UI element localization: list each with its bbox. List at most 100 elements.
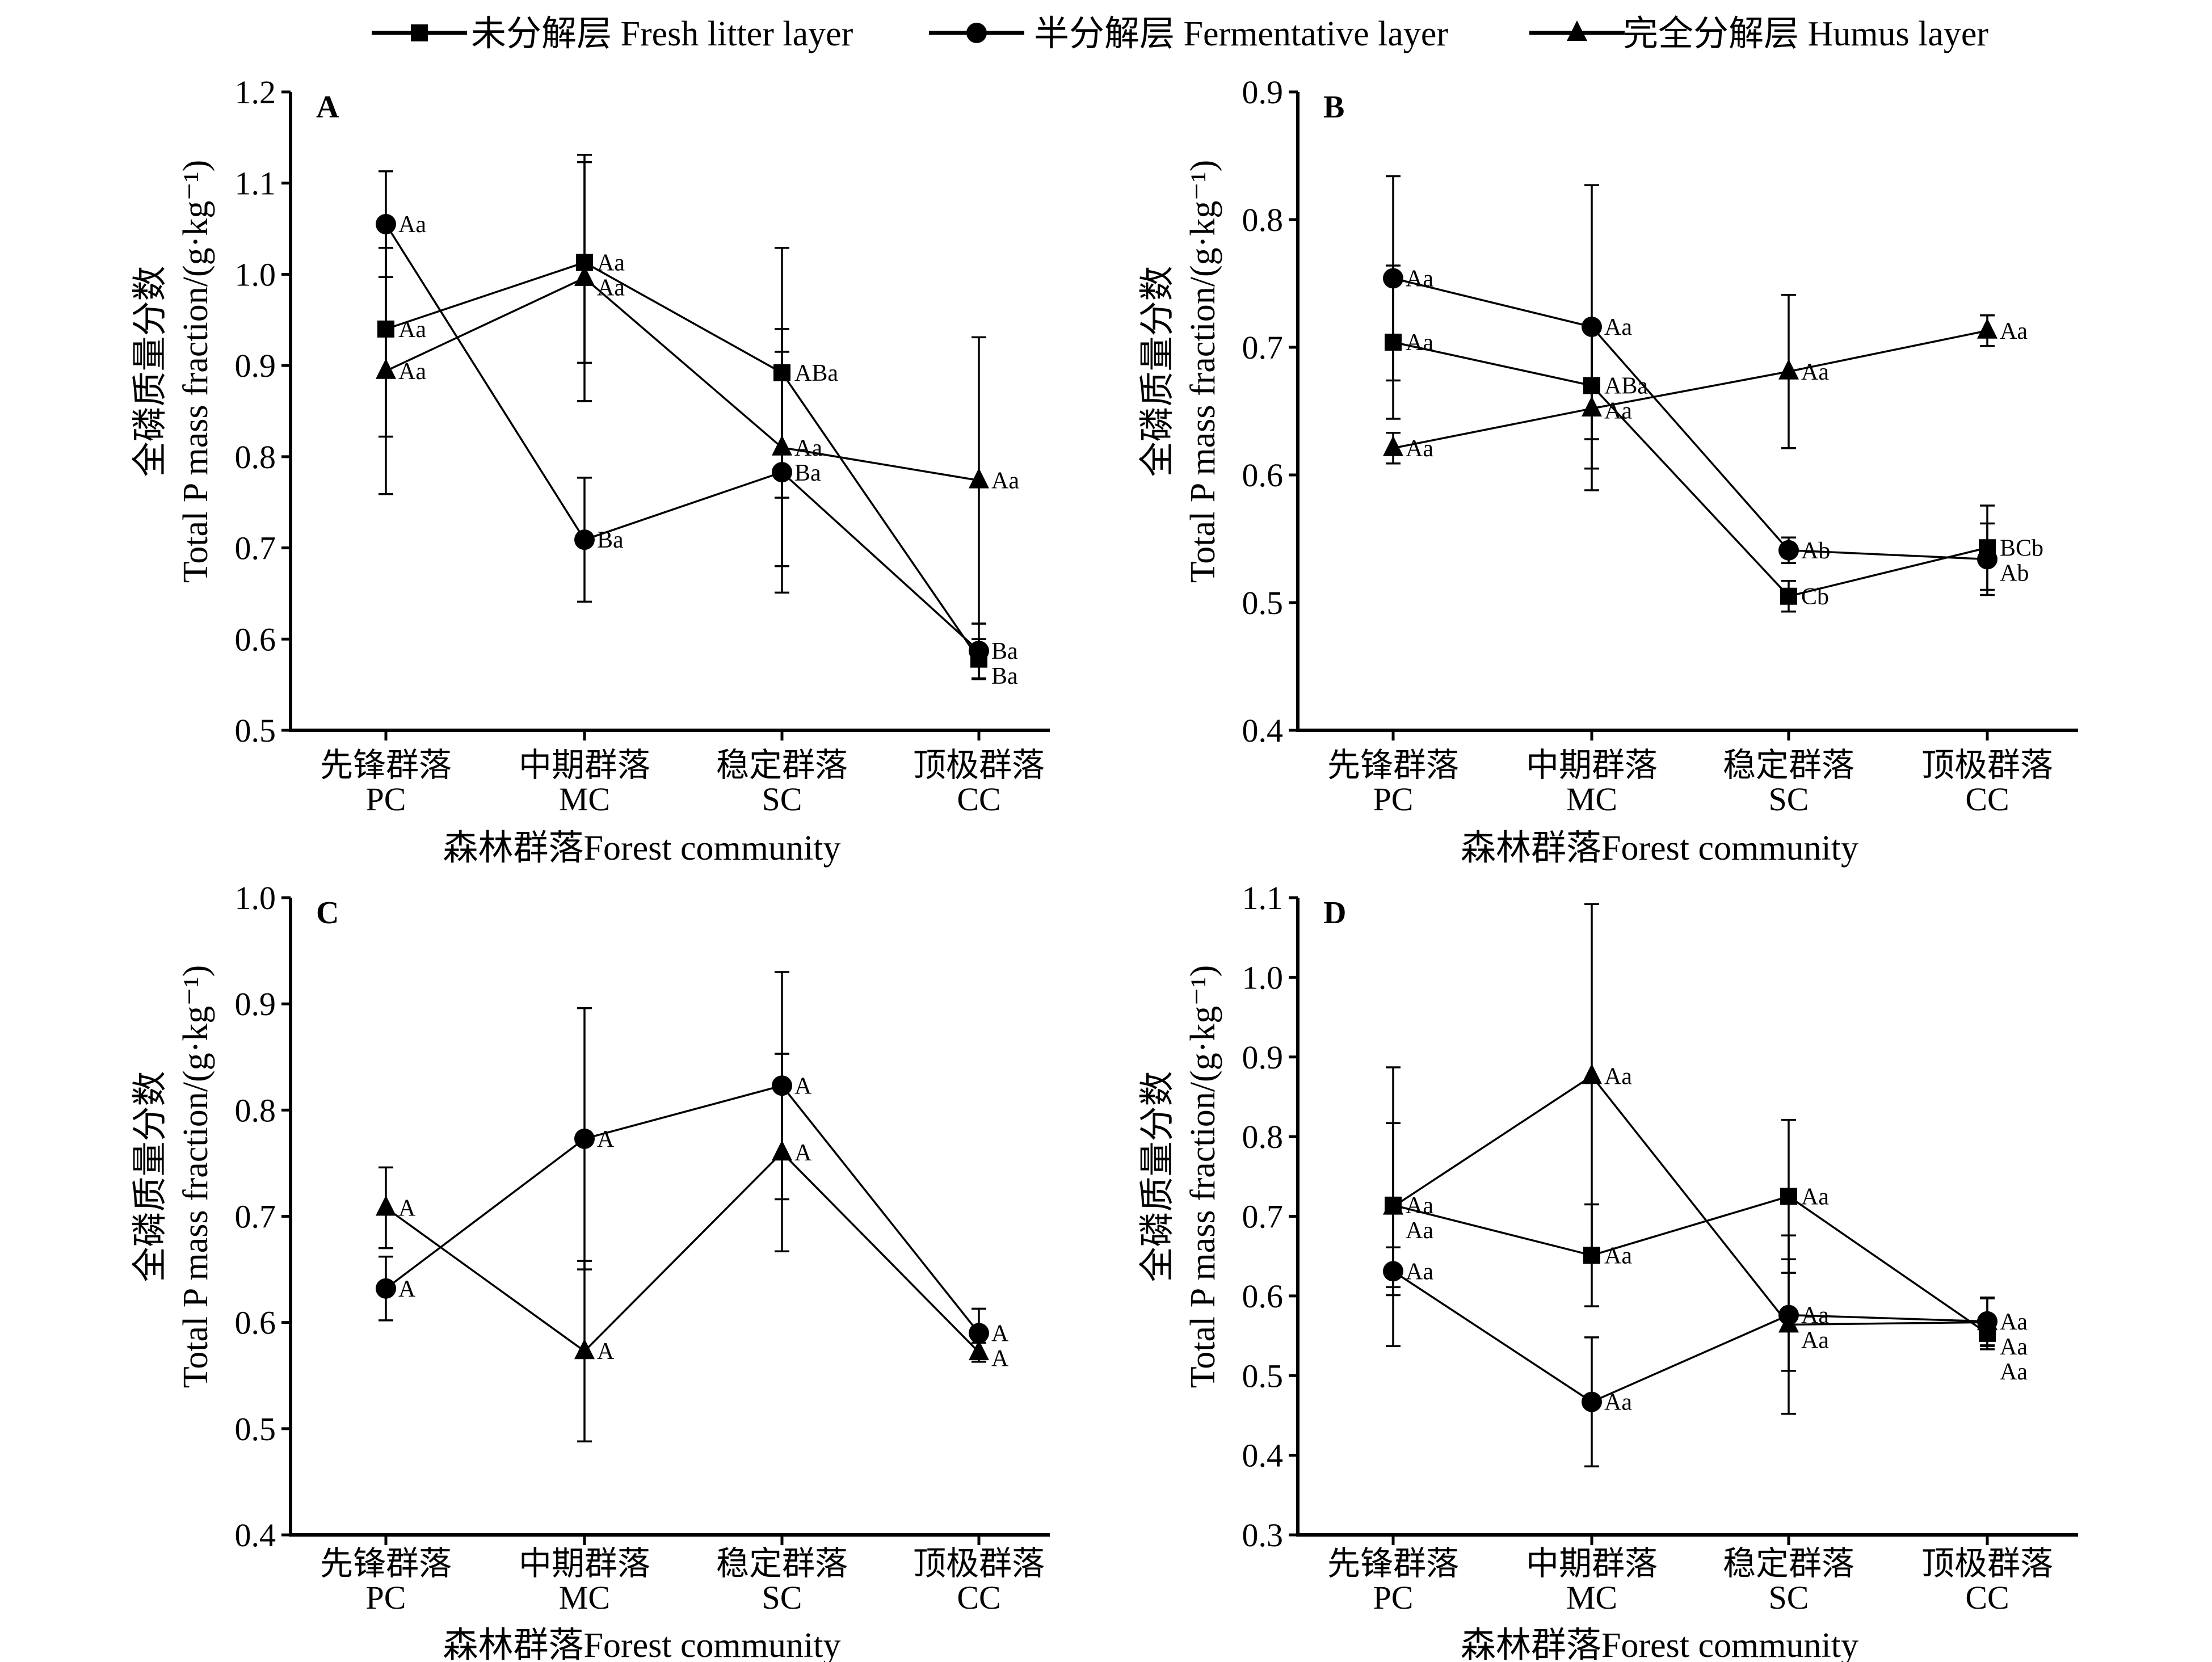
triangle-marker bbox=[1977, 1310, 1997, 1331]
x-tick-label-cn: 顶极群落 bbox=[1921, 1545, 2053, 1582]
legend-square-icon bbox=[411, 24, 428, 41]
triangle-marker bbox=[969, 468, 989, 489]
y-tick-label: 1.0 bbox=[235, 256, 276, 293]
circle-marker bbox=[574, 529, 595, 550]
x-tick-label-code: CC bbox=[1965, 781, 2009, 818]
series-circle bbox=[376, 971, 989, 1359]
significance-label: Aa bbox=[1801, 359, 1829, 385]
circle-marker bbox=[376, 1278, 396, 1299]
y-tick-label: 0.8 bbox=[235, 439, 276, 476]
y-tick-label: 0.7 bbox=[1242, 1198, 1284, 1235]
legend-label: 完全分解层 Humus layer bbox=[1623, 15, 1988, 53]
circle-marker bbox=[1778, 540, 1799, 561]
triangle-marker bbox=[1977, 318, 1997, 339]
significance-label: Aa bbox=[991, 468, 1019, 494]
significance-label: Aa bbox=[1406, 1193, 1433, 1219]
series-line bbox=[1393, 1270, 1988, 1403]
significance-label: Aa bbox=[1406, 1259, 1433, 1285]
x-tick-label-cn: 稳定群落 bbox=[1723, 747, 1854, 784]
series-line bbox=[385, 1084, 980, 1334]
y-tick-label: 0.9 bbox=[1242, 1039, 1284, 1076]
y-tick-label: 0.4 bbox=[235, 1517, 276, 1554]
triangle-marker bbox=[574, 265, 595, 286]
series-triangle bbox=[376, 154, 989, 625]
y-tick-label: 0.9 bbox=[235, 347, 276, 384]
circle-marker bbox=[574, 1128, 595, 1149]
series-line bbox=[1393, 341, 1988, 598]
y-axis-label-cn: 全磷质量分数 bbox=[1138, 1071, 1177, 1282]
series-circle bbox=[1383, 175, 1997, 596]
x-tick-label-code: PC bbox=[366, 1579, 406, 1616]
y-tick-label: 0.7 bbox=[1242, 329, 1284, 366]
legend-label: 未分解层 Fresh litter layer bbox=[471, 15, 853, 53]
y-tick-label: 1.1 bbox=[235, 165, 276, 202]
significance-label: Aa bbox=[2000, 1309, 2028, 1335]
series-triangle bbox=[376, 1053, 989, 1443]
x-tick-label-cn: 先锋群落 bbox=[1327, 1545, 1459, 1582]
significance-label: BCb bbox=[2000, 535, 2043, 561]
significance-label: Aa bbox=[1604, 1063, 1632, 1089]
x-tick-label-code: PC bbox=[366, 781, 406, 818]
y-tick-label: 0.5 bbox=[235, 712, 276, 749]
y-tick-label: 0.9 bbox=[1242, 74, 1284, 111]
y-axis-label-cn: 全磷质量分数 bbox=[131, 1071, 170, 1282]
x-tick-label-code: PC bbox=[1373, 781, 1414, 818]
x-tick-label-cn: 顶极群落 bbox=[913, 1545, 1045, 1582]
x-tick-label-cn: 先锋群落 bbox=[1327, 747, 1459, 784]
significance-label: Aa bbox=[2000, 1359, 2028, 1385]
legend: 未分解层 Fresh litter layer 半分解层 Fermentative… bbox=[372, 15, 1988, 53]
y-tick-label: 0.8 bbox=[1242, 1118, 1284, 1155]
significance-label: A bbox=[991, 1345, 1009, 1371]
x-tick-label-code: PC bbox=[1373, 1579, 1414, 1616]
y-tick-label: 0.8 bbox=[1242, 201, 1284, 238]
significance-label: Aa bbox=[1604, 1243, 1632, 1269]
y-axis-label-cn: 全磷质量分数 bbox=[1138, 266, 1177, 477]
x-tick-label-code: CC bbox=[957, 1579, 1000, 1616]
y-tick-label: 1.1 bbox=[1242, 880, 1284, 916]
x-axis-label: 森林群落Forest community bbox=[443, 829, 841, 868]
x-tick-label-cn: 先锋群落 bbox=[320, 1545, 452, 1582]
y-tick-label: 0.5 bbox=[235, 1411, 276, 1448]
x-tick-label-code: MC bbox=[1566, 1579, 1617, 1616]
series-triangle bbox=[1383, 294, 1997, 491]
x-tick-label-cn: 稳定群落 bbox=[716, 747, 848, 784]
x-tick-label-cn: 中期群落 bbox=[1526, 1545, 1658, 1582]
triangle-marker bbox=[1582, 1063, 1602, 1084]
series-line bbox=[385, 261, 980, 660]
x-tick-label-code: SC bbox=[1769, 1579, 1809, 1616]
significance-label: Aa bbox=[398, 212, 426, 238]
y-axis-label-en: Total P mass fraction/(g·kg⁻¹) bbox=[1184, 160, 1222, 583]
series-line bbox=[1393, 330, 1988, 449]
series-line bbox=[385, 1151, 980, 1353]
series-line bbox=[1393, 277, 1988, 561]
triangle-marker bbox=[969, 1340, 989, 1361]
y-tick-label: 0.3 bbox=[1242, 1517, 1284, 1554]
y-tick-label: 0.6 bbox=[1242, 457, 1284, 494]
legend-item: 未分解层 Fresh litter layer bbox=[372, 15, 853, 53]
y-tick-label: 0.4 bbox=[1242, 1437, 1284, 1474]
panel-letter: D bbox=[1323, 895, 1346, 931]
circle-marker bbox=[1582, 1391, 1602, 1412]
significance-label: Aa bbox=[1801, 1328, 1829, 1354]
significance-label: Aa bbox=[2000, 318, 2028, 344]
square-marker bbox=[1583, 1247, 1600, 1264]
series-triangle bbox=[1383, 903, 1997, 1415]
triangle-marker bbox=[574, 1339, 595, 1360]
significance-label: Aa bbox=[398, 359, 426, 385]
significance-label: Ba bbox=[991, 638, 1018, 664]
legend-triangle-icon bbox=[1567, 20, 1587, 41]
x-tick-label-code: CC bbox=[1965, 1579, 2009, 1616]
significance-label: ABa bbox=[1604, 373, 1648, 399]
significance-label: A bbox=[597, 1339, 615, 1365]
significance-label: A bbox=[597, 1126, 615, 1152]
y-tick-label: 0.6 bbox=[235, 1305, 276, 1341]
x-axis-label: 森林群落Forest community bbox=[1461, 1626, 1858, 1662]
circle-marker bbox=[1383, 268, 1403, 289]
y-axis-label-en: Total P mass fraction/(g·kg⁻¹) bbox=[176, 965, 215, 1388]
series-circle bbox=[376, 170, 989, 680]
y-axis-label-cn: 全磷质量分数 bbox=[131, 266, 170, 477]
triangle-marker bbox=[1778, 359, 1799, 380]
